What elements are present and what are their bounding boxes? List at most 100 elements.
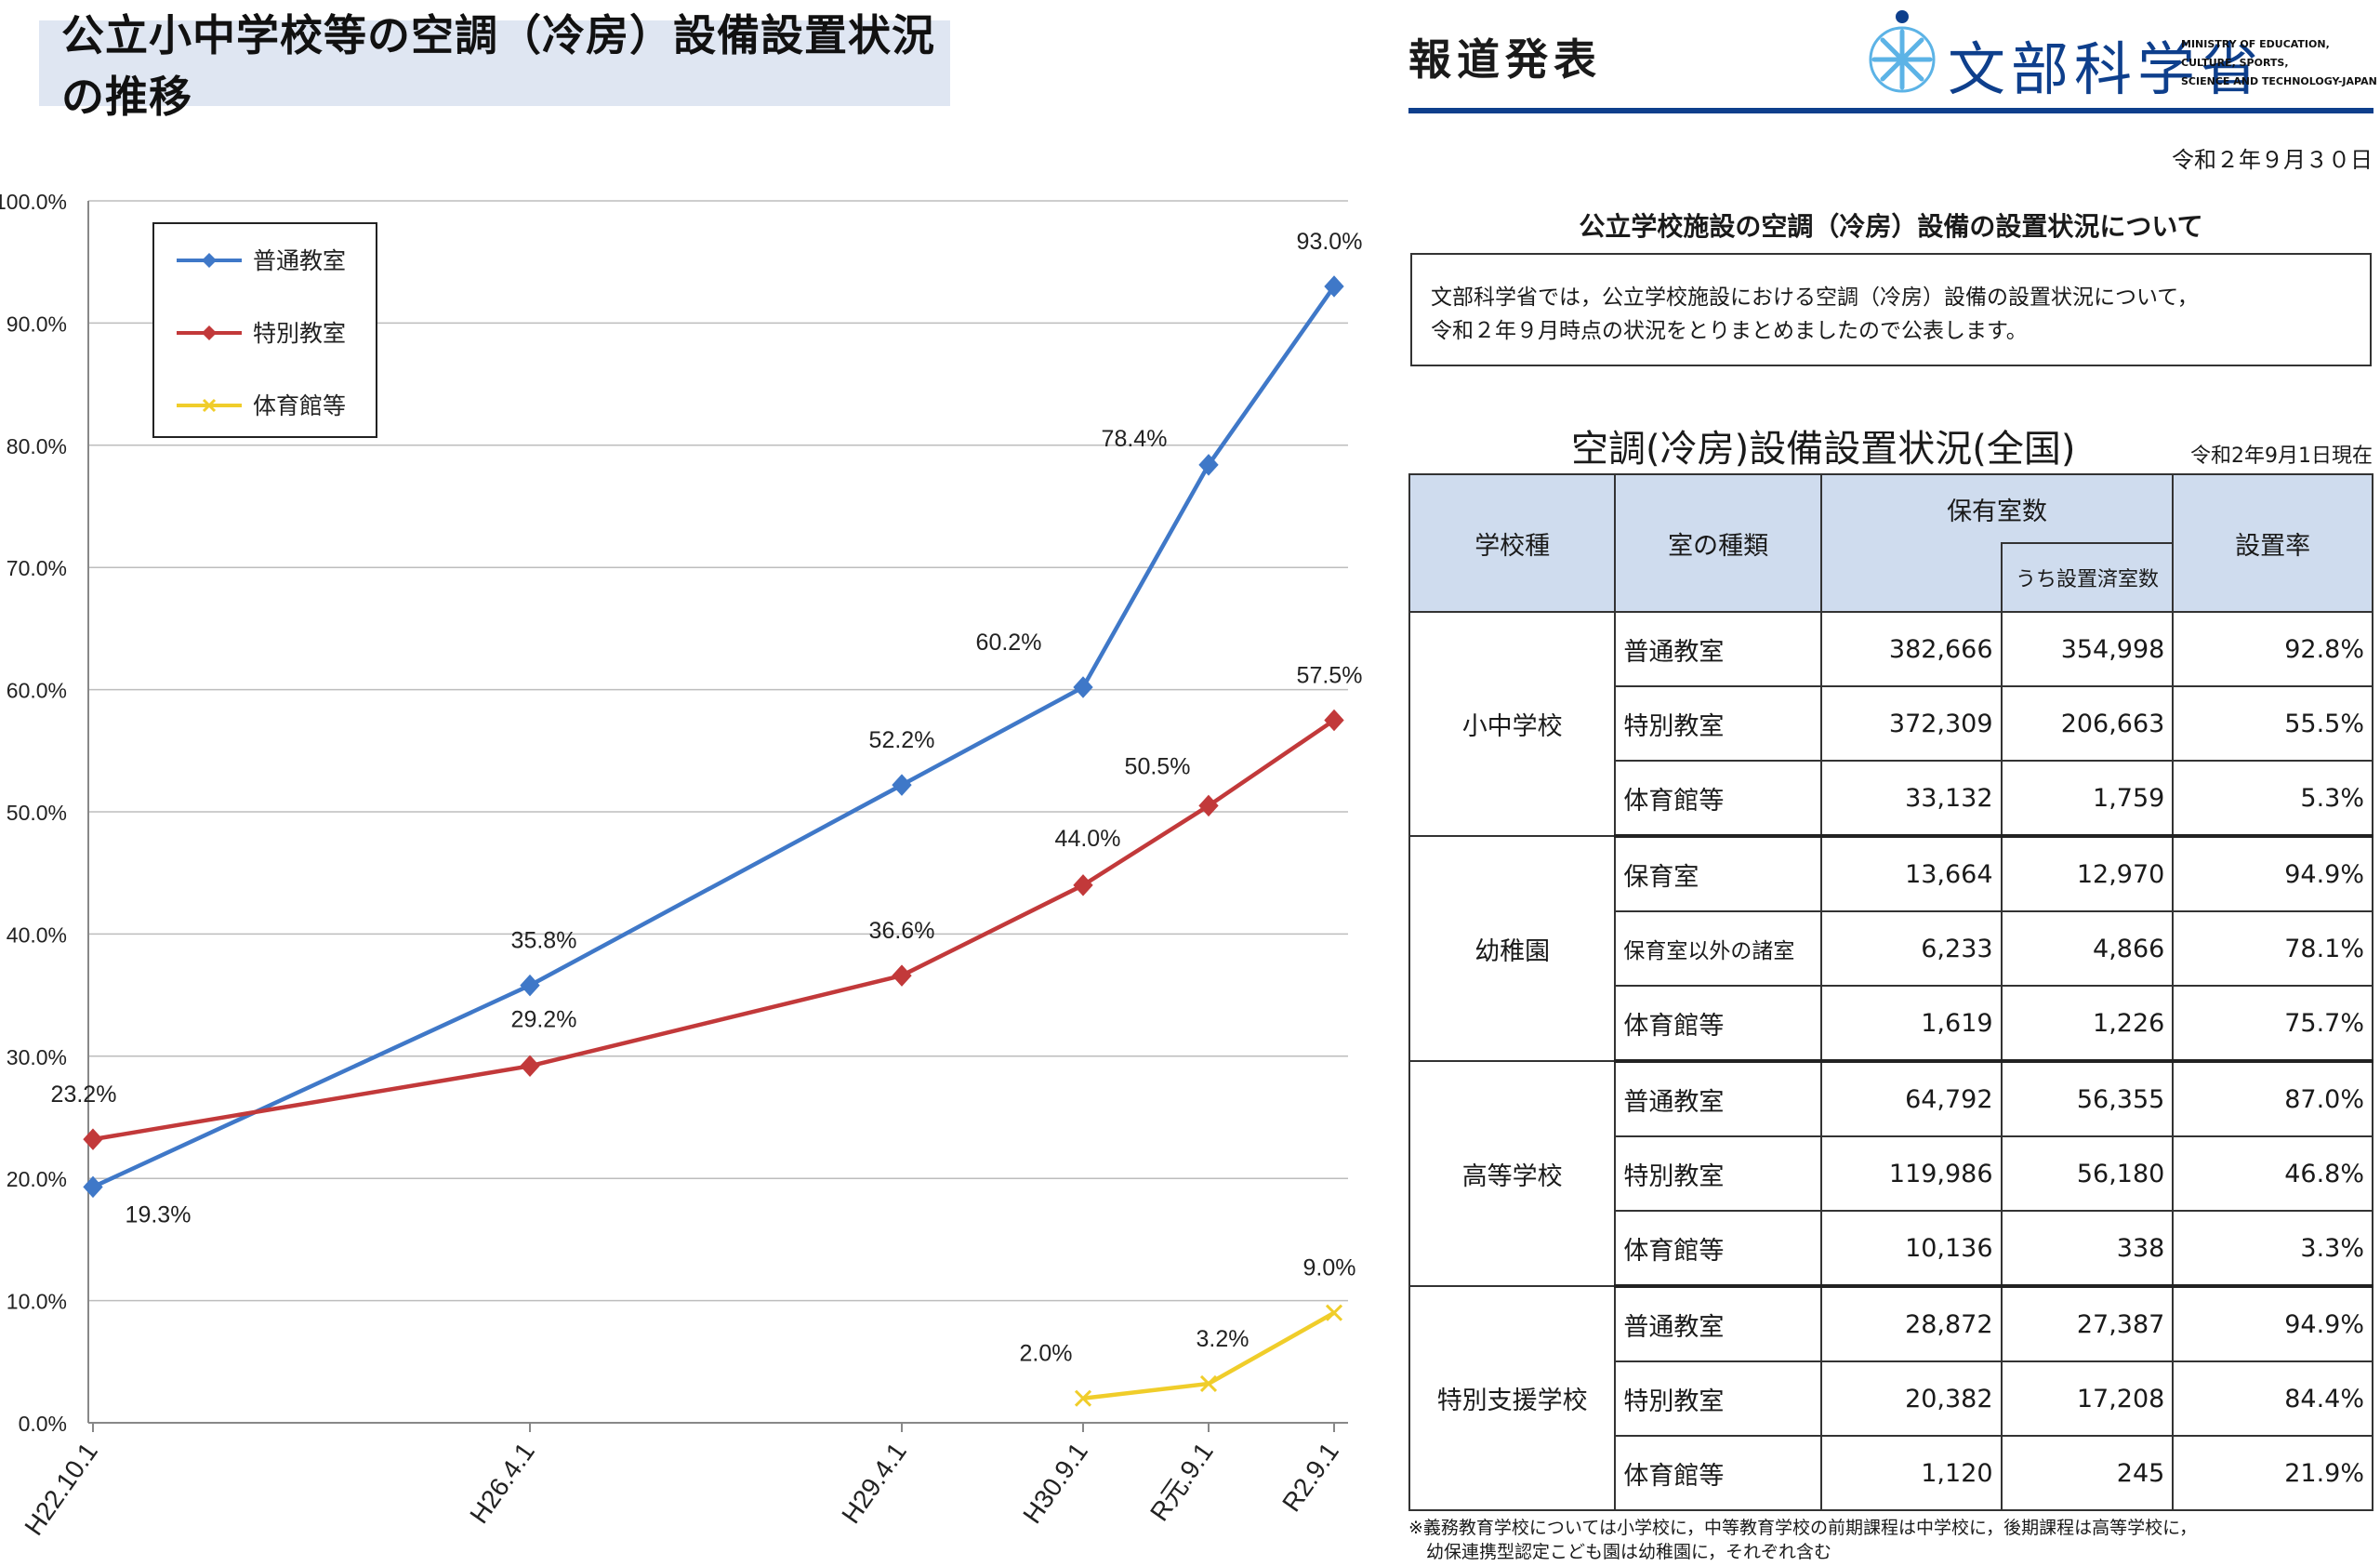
header-rooms-owned: 保有室数 [1819, 473, 2175, 543]
data-label: 35.8% [511, 928, 577, 954]
rooms-owned-cell: 382,666 [1819, 611, 2003, 687]
rooms-owned-cell: 64,792 [1819, 1060, 2003, 1137]
legend-label: 体育館等 [253, 393, 346, 419]
y-tick-label: 30.0% [7, 1045, 67, 1069]
y-tick-label: 50.0% [7, 801, 67, 825]
rooms-installed-cell: 1,759 [2000, 760, 2175, 838]
header-rooms-installed: うち設置済室数 [2000, 542, 2175, 613]
y-tick-label: 80.0% [7, 434, 67, 458]
rooms-installed-cell: 1,226 [2000, 985, 2175, 1063]
room-type-cell: 体育館等 [1614, 1210, 1822, 1288]
data-label: 9.0% [1303, 1255, 1356, 1281]
rate-cell: 21.9% [2172, 1435, 2373, 1511]
room-type-cell: 普通教室 [1614, 611, 1822, 687]
table-footnote: ※義務教育学校については小学校に，中等教育学校の前期課程は中学校に，後期課程は高… [1408, 1516, 2197, 1564]
x-tick-label: H26.4.1 [464, 1438, 540, 1529]
data-label: 29.2% [511, 1006, 577, 1032]
chart-title: 公立小中学校等の空調（冷房）設備設置状況の推移 [39, 10, 950, 122]
ministry-name-english-line: SCIENCE AND TECHNOLOGY-JAPAN [2181, 75, 2377, 87]
y-tick-label: 70.0% [7, 556, 67, 580]
ministry-logo-icon [1869, 10, 1936, 93]
data-label: 2.0% [1020, 1341, 1073, 1367]
series-line [92, 285, 1336, 1189]
room-type-cell: 特別教室 [1614, 1135, 1822, 1212]
data-label: 36.6% [869, 918, 935, 944]
legend-marker [202, 325, 217, 340]
table-row: 小中学校 普通教室 382,666 354,998 92.8% [1408, 611, 2373, 837]
data-point-marker [1198, 454, 1219, 476]
table-row: 特別教室 119,986 56,180 46.8% [1409, 1135, 2373, 1212]
data-label: 57.5% [1297, 662, 1363, 688]
data-point-marker [1325, 1304, 1343, 1321]
ministry-name-english: MINISTRY OF EDUCATION, CULTURE, SPORTS, … [2181, 35, 2377, 91]
y-tick-label: 90.0% [7, 312, 67, 336]
x-tick-label: H30.9.1 [1017, 1438, 1093, 1529]
rate-cell: 75.7% [2172, 985, 2373, 1063]
table-row: 体育館等 33,132 1,759 5.3% [1409, 760, 2373, 838]
data-point-marker [1198, 794, 1219, 817]
table-row: 特別教室 372,309 206,663 55.5% [1409, 685, 2373, 762]
rate-cell: 84.4% [2172, 1360, 2373, 1437]
press-date: 令和２年９月３０日 [2172, 147, 2373, 173]
rooms-owned-cell: 10,136 [1819, 1210, 2003, 1288]
data-point-marker [83, 1175, 103, 1199]
rooms-owned-cell: 1,120 [1819, 1435, 2003, 1511]
room-type-cell: 体育館等 [1614, 1435, 1822, 1511]
y-tick-label: 60.0% [7, 679, 67, 703]
data-label: 78.4% [1102, 426, 1168, 452]
rooms-owned-cell: 6,233 [1819, 910, 2003, 987]
legend-label: 普通教室 [253, 248, 346, 274]
data-point-marker [520, 974, 540, 997]
rooms-owned-cell: 13,664 [1819, 835, 2003, 912]
rate-cell: 46.8% [2172, 1135, 2373, 1212]
table-row: 特別支援学校 普通教室 28,872 27,387 94.9% [1408, 1285, 2373, 1511]
header-rate: 設置率 [2172, 473, 2373, 613]
data-point-marker [1074, 1389, 1092, 1407]
table-row: 幼稚園 保育室 13,664 12,970 94.9% [1408, 835, 2373, 1062]
rate-cell: 3.3% [2172, 1210, 2373, 1288]
rooms-installed-cell: 56,355 [2000, 1060, 2175, 1137]
footnote-line: 幼保連携型認定こども園は幼稚園に，それぞれ含む [1408, 1542, 1832, 1562]
data-point-marker [1324, 709, 1344, 732]
line-chart: 0.0% 10.0% 20.0% 30.0% 40.0% 50.0% 60.0% 70.0% 8… [0, 190, 1363, 1541]
data-label: 52.2% [869, 727, 935, 753]
table-row: 体育館等 10,136 338 3.3% [1409, 1210, 2373, 1288]
y-tick-label: 10.0% [7, 1290, 67, 1314]
x-tick-label: R2.9.1 [1276, 1438, 1344, 1517]
installation-status-table: 学校種 室の種類 保有室数 設置率 うち設置済室数 小中学校 普通教室 382,… [1408, 473, 2373, 1511]
rooms-installed-cell: 4,866 [2000, 910, 2175, 987]
school-type-cell: 高等学校 [1408, 1060, 1617, 1287]
press-release-label: 報道発表 [1408, 34, 1602, 85]
rate-cell: 92.8% [2172, 611, 2373, 687]
data-point-marker [83, 1128, 103, 1150]
footnote-line: ※義務教育学校については小学校に，中等教育学校の前期課程は中学校に，後期課程は高… [1408, 1518, 2198, 1538]
data-point-marker [892, 774, 912, 796]
data-point-marker [892, 964, 912, 987]
room-type-cell: 特別教室 [1614, 685, 1822, 762]
y-tick-label: 40.0% [7, 922, 67, 947]
data-point-marker [1324, 275, 1344, 298]
rate-cell: 87.0% [2172, 1060, 2373, 1137]
legend-marker [202, 398, 217, 413]
header-room-type: 室の種類 [1614, 473, 1822, 613]
data-label: 93.0% [1297, 229, 1363, 255]
notice-title: 公立学校施設の空調（冷房）設備の設置状況について [1579, 211, 2203, 242]
rooms-installed-cell: 56,180 [2000, 1135, 2175, 1212]
data-label: 19.3% [126, 1201, 192, 1228]
data-point-marker [1199, 1374, 1218, 1393]
room-type-cell: 特別教室 [1614, 1360, 1822, 1437]
room-type-cell: 普通教室 [1614, 1060, 1822, 1137]
header-school-type: 学校種 [1408, 473, 1617, 613]
notice-text-line: 令和２年９月時点の状況をとりまとめましたので公表します。 [1431, 319, 2028, 343]
rate-cell: 94.9% [2172, 835, 2373, 912]
table-row: 保育室以外の諸室 6,233 4,866 78.1% [1409, 910, 2373, 987]
room-type-cell: 保育室 [1614, 835, 1822, 912]
y-tick-label: 0.0% [19, 1412, 67, 1436]
rate-cell: 5.3% [2172, 760, 2373, 838]
header-divider [1408, 108, 2373, 113]
rooms-installed-cell: 245 [2000, 1435, 2175, 1511]
header-spacer [1820, 543, 2003, 613]
x-tick-label: H29.4.1 [836, 1438, 912, 1529]
data-point-marker [520, 1055, 540, 1078]
rate-cell: 78.1% [2172, 910, 2373, 987]
